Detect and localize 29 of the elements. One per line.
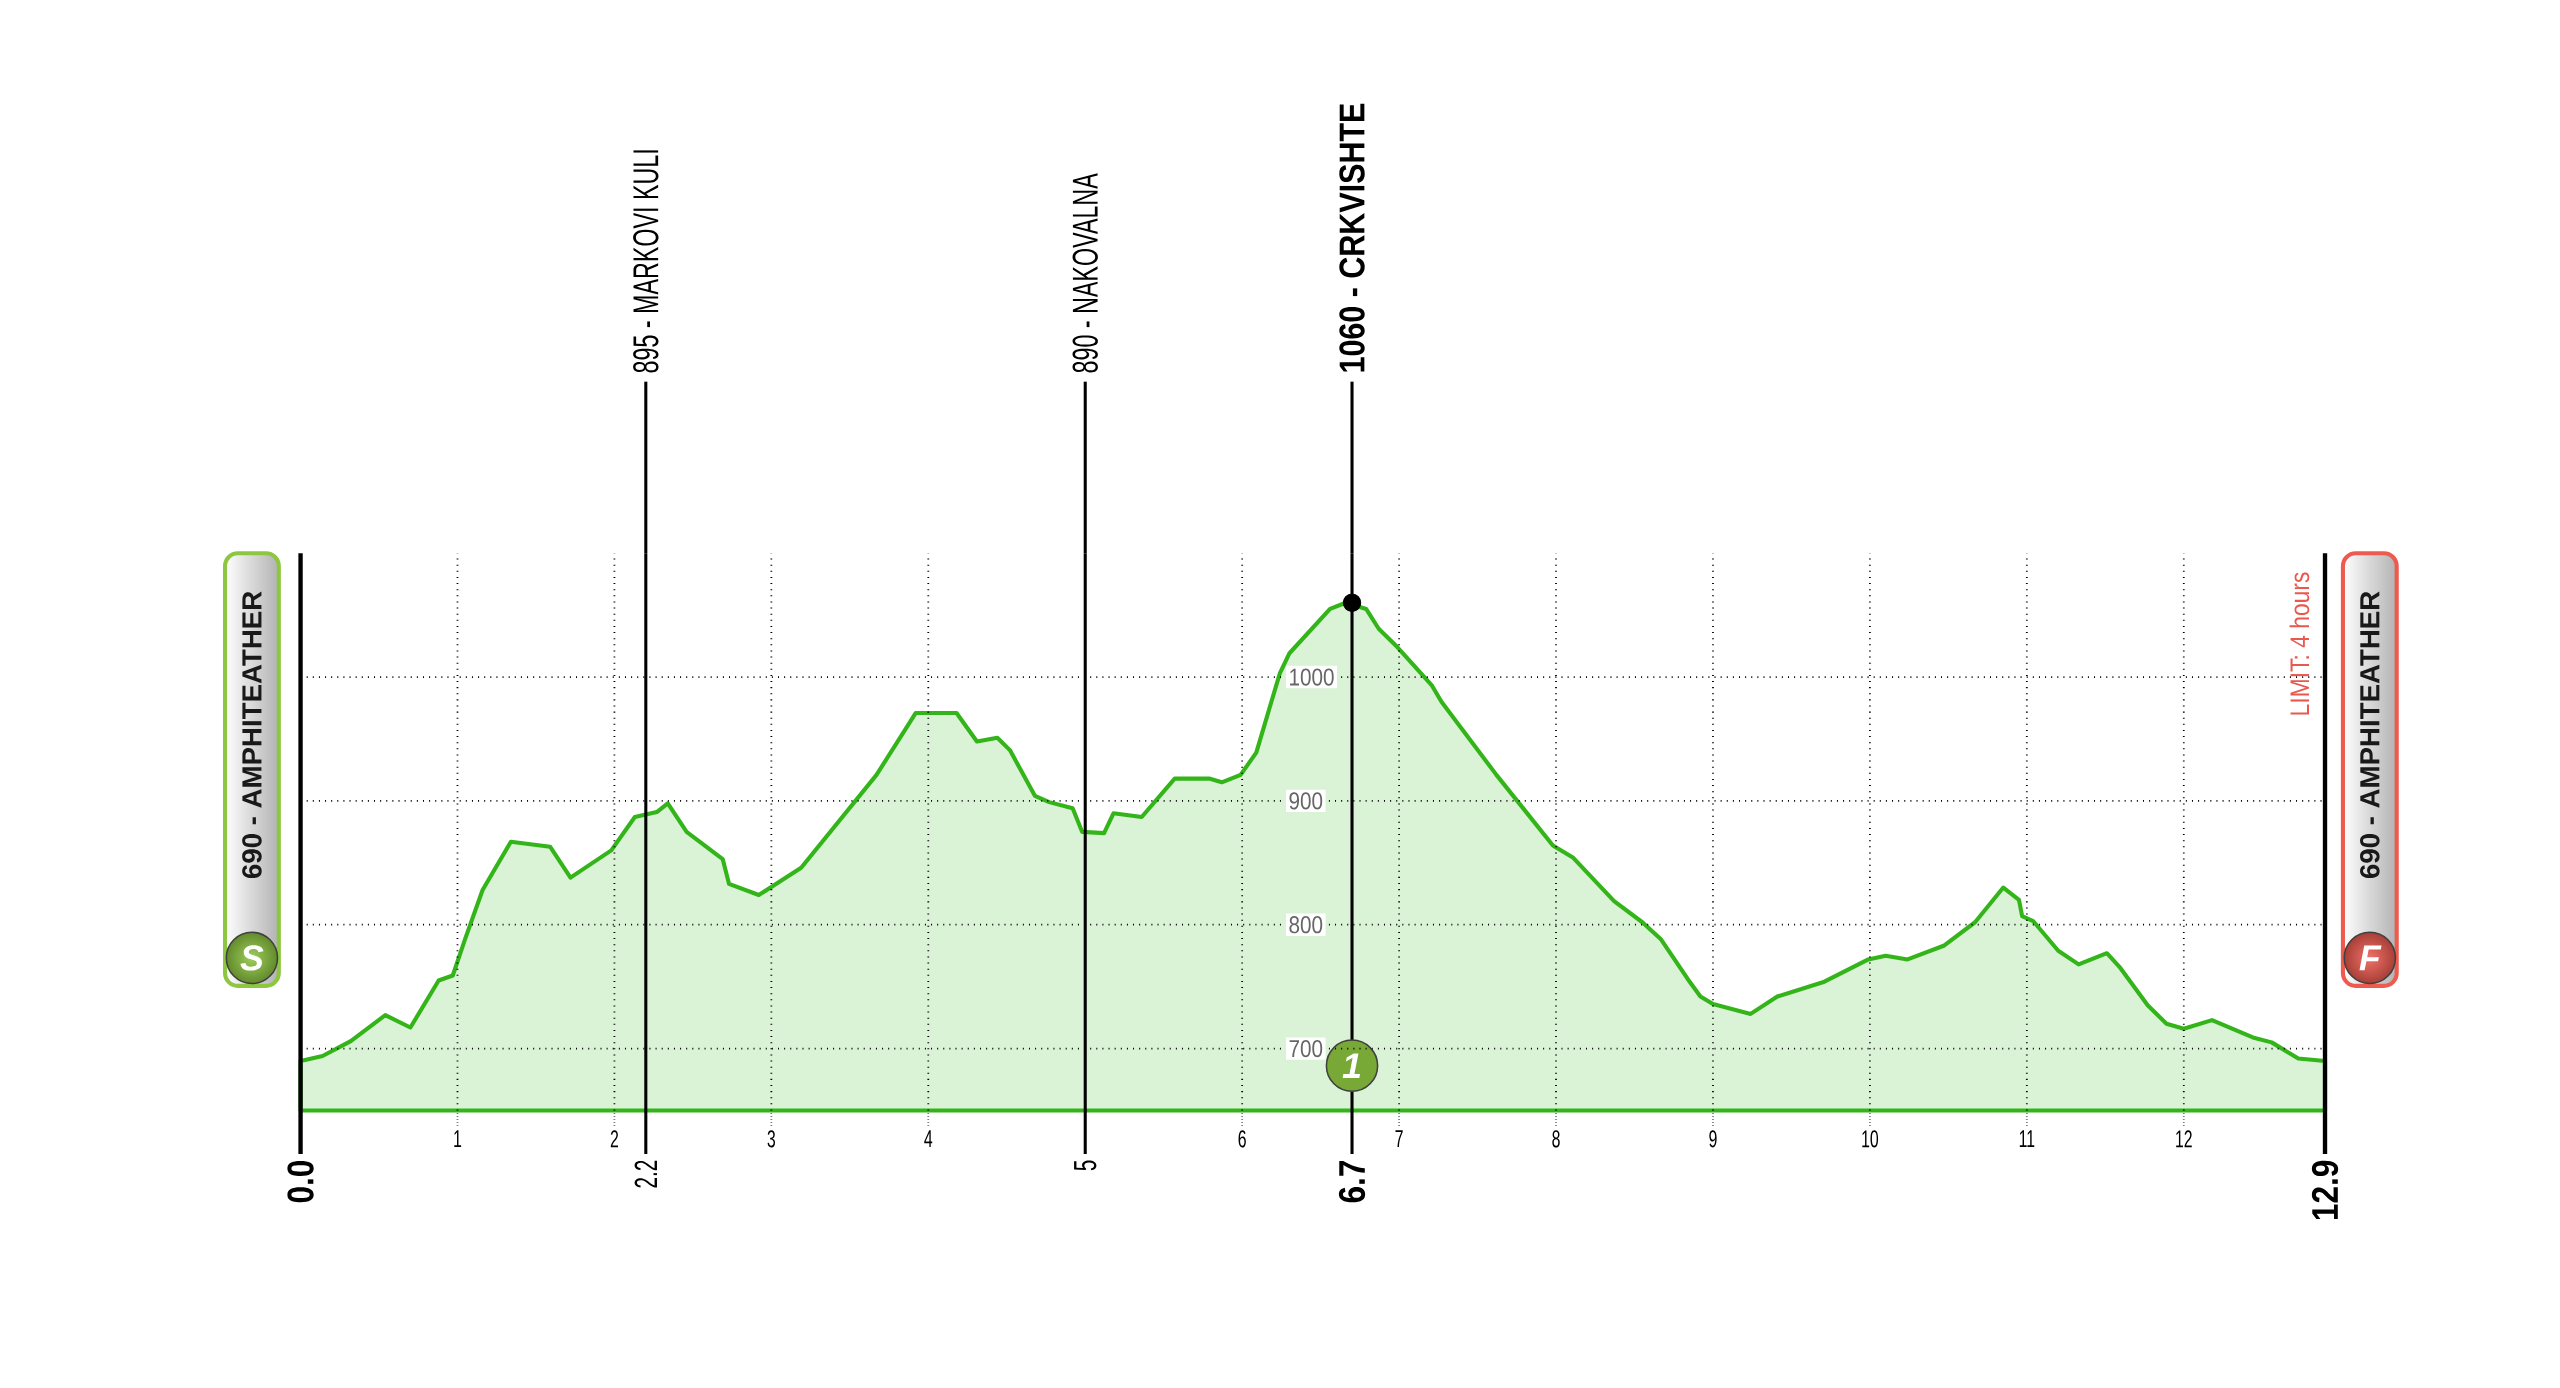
annotation: 0.0	[287, 1160, 314, 1203]
annotation: S	[240, 945, 264, 971]
ref-line-label: 1060 - CRKVISHTE	[1339, 103, 1365, 372]
annotation: LIMIT: 4 hours	[2289, 572, 2310, 715]
x-tick-label: 9	[1709, 1130, 1717, 1148]
ref-line-label: 895 - MARKOVI KULI	[633, 150, 659, 373]
x-tick-label: 4	[924, 1130, 933, 1147]
x-tick-label: 8	[1552, 1130, 1560, 1148]
annotation: 2.2	[634, 1160, 657, 1188]
ref-line-label: 690 - AMPHITEATHER	[242, 591, 262, 879]
annotation: 12.9	[2311, 1160, 2339, 1220]
annotation: 6.7	[1338, 1161, 1366, 1203]
y-tick-label: 800	[1289, 916, 1323, 934]
annotation: 1	[1342, 1053, 1361, 1079]
x-tick-label: 6	[1238, 1130, 1246, 1148]
ref-line-label: 890 - NAKOVALNA	[1072, 173, 1098, 373]
x-tick-label: 12	[2176, 1130, 2192, 1148]
y-tick-label: 900	[1289, 792, 1323, 810]
x-tick-label: 7	[1395, 1130, 1403, 1147]
x-tick-label: 3	[767, 1130, 776, 1148]
x-tick-label: 2	[610, 1130, 619, 1148]
x-tick-label: 1	[454, 1130, 462, 1147]
y-tick-label: 700	[1289, 1039, 1323, 1058]
ref-line-label: 690 - AMPHITEATHER	[2360, 591, 2380, 879]
annotation: F	[2359, 945, 2382, 971]
annotation: 5	[1074, 1160, 1097, 1171]
y-tick-label: 1000	[1290, 668, 1334, 686]
x-tick-label: 10	[1862, 1130, 1879, 1148]
x-tick-label: 11	[2019, 1130, 2035, 1147]
